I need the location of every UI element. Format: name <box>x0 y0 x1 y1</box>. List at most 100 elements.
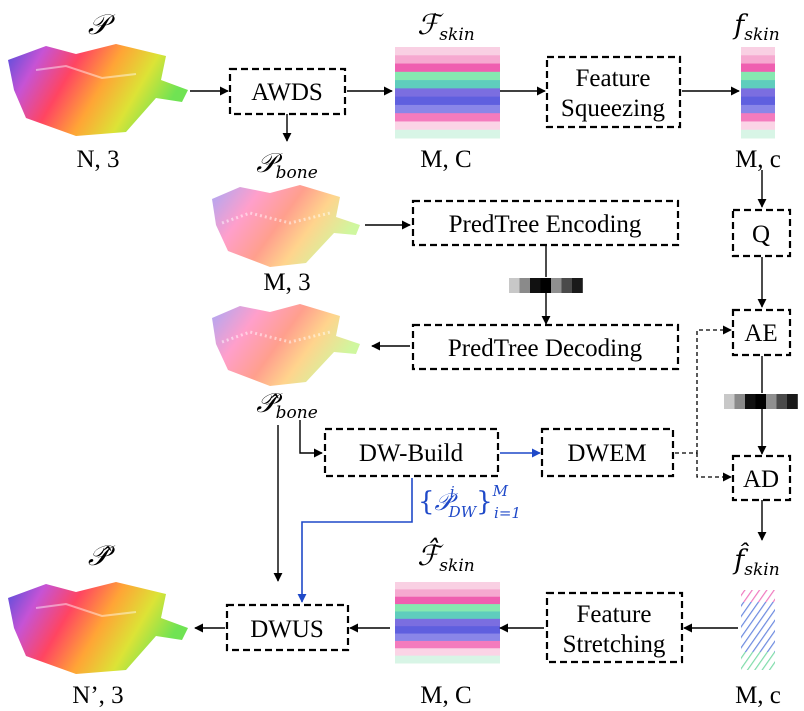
bit-cell <box>787 394 798 409</box>
symbol-f-skin: ℱskin <box>417 8 474 45</box>
predtree-decoding-module: PredTree Decoding <box>411 323 680 371</box>
symbol-f-skin-small: fskin <box>732 10 779 45</box>
symbol-p-input: 𝒫 <box>88 8 116 41</box>
feature-stripe <box>395 611 500 620</box>
bit-cell <box>734 394 746 409</box>
predtree-encoding-label: PredTree Encoding <box>449 211 642 238</box>
bit-cell <box>519 278 531 293</box>
q-module: Q <box>731 208 792 258</box>
feature-stripe <box>395 55 500 65</box>
feature-stripe <box>395 648 500 657</box>
feature-stripe <box>395 113 500 122</box>
q-label: Q <box>752 221 770 248</box>
bit-cell <box>724 394 735 409</box>
predtree-decoding-label: PredTree Decoding <box>448 335 643 362</box>
point-cloud-icon <box>8 44 188 136</box>
feature-stripe <box>741 121 775 131</box>
bit-cell <box>530 278 541 293</box>
ae-module: AE <box>731 308 792 357</box>
symbol-f-skin-small-hat: f̂skin <box>732 542 779 580</box>
feature-stack-icon <box>741 47 775 139</box>
feature-stripe <box>395 121 500 131</box>
dwus-label: DWUS <box>250 616 324 643</box>
point-cloud-icon <box>212 185 360 267</box>
feature-stripe <box>395 618 500 627</box>
bit-cell <box>551 278 562 293</box>
feature-stripe <box>741 88 775 98</box>
feature-stripe <box>395 88 500 98</box>
symbol-p-bone: 𝒫bone <box>256 148 318 183</box>
symbol-p-hat: 𝒫̂ <box>88 539 116 572</box>
awds-label: AWDS <box>251 79 323 106</box>
feature-stripe <box>395 626 500 635</box>
dim-output: N’, 3 <box>72 682 123 709</box>
feature-stripe <box>741 55 775 65</box>
dw-build-module: DW-Build <box>323 427 500 478</box>
point-cloud-icon <box>212 304 360 386</box>
point-cloud-icon <box>8 582 188 674</box>
feature-stack-icon <box>741 590 775 670</box>
bit-cell <box>540 278 552 293</box>
dim-f-skin-hat: M, C <box>420 682 471 709</box>
feature-stretching-label-line1: Feature <box>577 601 652 628</box>
feature-stripe <box>741 96 775 106</box>
bitstream-icon <box>724 394 798 409</box>
bit-cell <box>561 278 573 293</box>
dim-f-skin-small-hat: M, c <box>735 682 781 709</box>
feature-stripe <box>395 47 500 56</box>
feature-stripe <box>395 96 500 106</box>
feature-stripe <box>395 640 500 649</box>
feature-stripe <box>395 604 500 612</box>
bit-cell <box>755 394 767 409</box>
feature-stripe <box>741 63 775 73</box>
feature-stripe <box>395 582 500 590</box>
feature-stack-icon <box>395 47 500 139</box>
bitstream-icon <box>509 278 583 293</box>
bit-cell <box>572 278 583 293</box>
dw-build-label: DW-Build <box>359 440 464 467</box>
feature-stripe <box>395 104 500 114</box>
feature-stretching-label-line2: Stretching <box>563 631 666 658</box>
ad-label: AD <box>743 466 779 493</box>
feature-stripe <box>395 655 500 664</box>
bit-cell <box>745 394 756 409</box>
feature-stripe <box>395 63 500 73</box>
feature-stack-icon <box>395 582 500 664</box>
dwem-module: DWEM <box>540 427 675 478</box>
feature-stripe <box>395 71 500 81</box>
connector-lines <box>190 86 767 633</box>
predtree-encoding-module: PredTree Encoding <box>411 199 680 247</box>
symbol-p-dw-set: {𝒫i DW}M i=1 <box>418 482 521 522</box>
dim-f-skin: M, C <box>420 146 471 173</box>
feature-stripe <box>395 80 500 89</box>
dim-bone: M, 3 <box>263 269 310 296</box>
ad-module: AD <box>731 454 792 502</box>
dwus-module: DWUS <box>225 603 350 652</box>
feature-stripe <box>741 80 775 89</box>
symbol-f-skin-hat: ℱ̂skin <box>417 537 474 576</box>
awds-module: AWDS <box>228 67 347 116</box>
feature-stripe <box>741 113 775 122</box>
feature-stripe <box>395 596 500 605</box>
feature-squeezing-module: Feature Squeezing <box>545 55 682 129</box>
bit-cell <box>776 394 788 409</box>
feature-stripe <box>741 47 775 56</box>
feature-squeezing-label-line2: Squeezing <box>561 95 666 122</box>
feature-stripe <box>741 104 775 114</box>
dim-f-skin-small: M, c <box>735 146 781 173</box>
bit-cell <box>766 394 777 409</box>
feature-stripe <box>741 129 775 139</box>
dim-input: N, 3 <box>76 146 119 173</box>
feature-stripe <box>741 71 775 81</box>
feature-stretching-module: Feature Stretching <box>545 591 684 664</box>
feature-stripe <box>395 633 500 642</box>
bit-cell <box>509 278 520 293</box>
feature-stripe <box>395 589 500 598</box>
symbol-p-bone-hat: 𝒫̂bone <box>256 388 318 423</box>
feature-stripe <box>395 129 500 139</box>
dwem-label: DWEM <box>567 440 646 467</box>
ae-label: AE <box>744 320 777 347</box>
feature-squeezing-label-line1: Feature <box>576 65 651 92</box>
